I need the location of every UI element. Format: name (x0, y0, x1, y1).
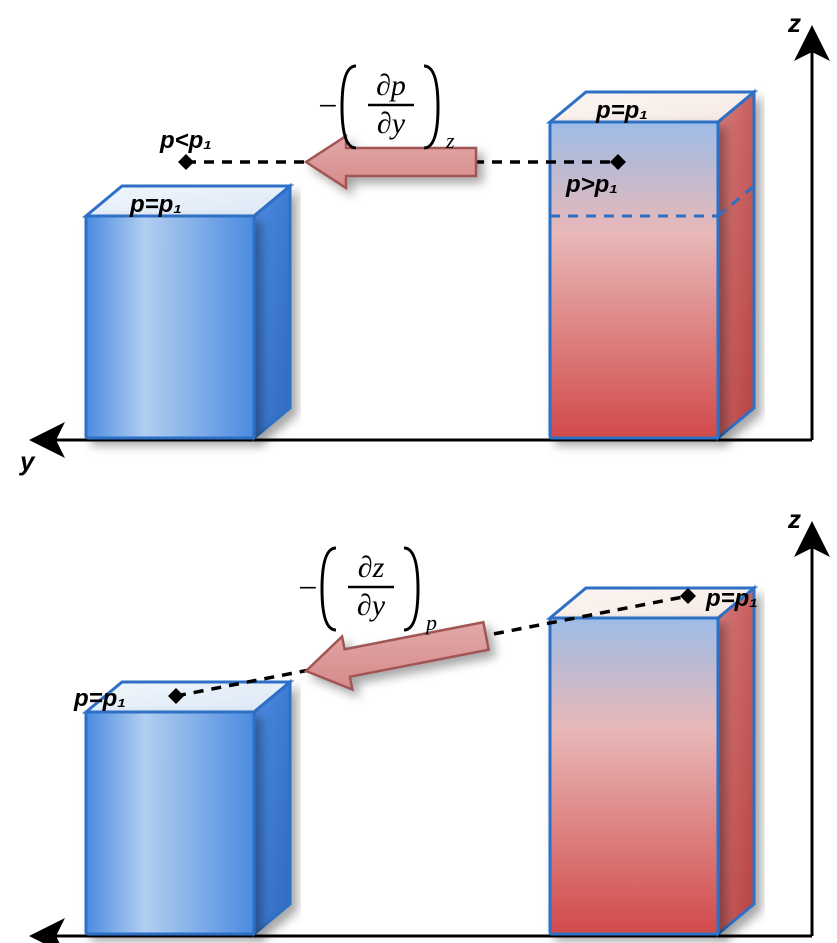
point-right-label: p>p₁ (565, 171, 618, 198)
svg-text:p: p (424, 610, 437, 635)
svg-text:−: − (296, 570, 319, 607)
bottom-panel: yzp=p₁p=p₁−∂z∂yp (18, 504, 812, 943)
svg-text:−: − (316, 88, 339, 125)
svg-text:∂z: ∂z (358, 551, 385, 584)
warm-column (550, 92, 754, 438)
warm-column (550, 588, 754, 934)
cold-top-point-label: p=p₁ (73, 685, 126, 712)
z-axis-label: z (787, 8, 801, 38)
cold-column (86, 186, 290, 438)
svg-text:∂y: ∂y (377, 107, 406, 140)
cold-box-top-label: p=p₁ (129, 191, 182, 218)
top-panel: y z p=p₁ p=p₁ p<p₁ p>p₁ − ∂p ∂y z (18, 8, 812, 476)
cold-column (86, 682, 290, 934)
warm-box-top-label: p=p₁ (595, 97, 648, 124)
z-axis-label: z (787, 504, 801, 534)
point-left-label: p<p₁ (159, 127, 212, 154)
point-left (178, 154, 194, 170)
formula-dp-dy-z: − ∂p ∂y z (316, 66, 455, 153)
warm-top-point-label: p=p₁ (705, 585, 758, 612)
svg-text:z: z (445, 128, 455, 153)
isobaric-slope-arrow (306, 622, 489, 689)
svg-text:∂y: ∂y (357, 589, 386, 622)
formula-dz-dy-p: − ∂z ∂y p (296, 548, 437, 635)
y-axis-label: y (18, 446, 36, 476)
svg-text:∂p: ∂p (376, 69, 406, 102)
